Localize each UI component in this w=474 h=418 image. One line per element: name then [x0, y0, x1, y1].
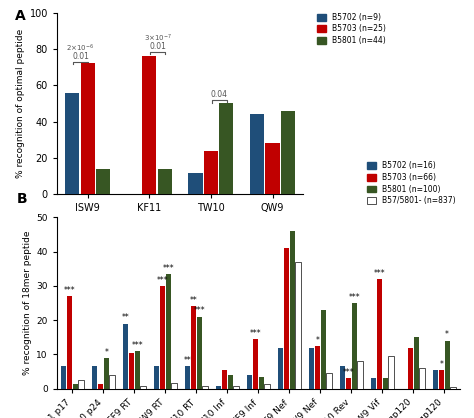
Bar [413, 337, 419, 389]
Bar [219, 103, 233, 194]
Bar [295, 262, 301, 389]
Bar [78, 380, 83, 389]
Bar [222, 370, 227, 389]
Text: ***: *** [64, 286, 75, 295]
Bar [67, 296, 72, 389]
Y-axis label: % recognition of 18mer peptide: % recognition of 18mer peptide [23, 231, 32, 375]
Bar [185, 367, 191, 389]
Bar [191, 306, 196, 389]
Text: ***: *** [374, 269, 385, 278]
Bar [61, 367, 66, 389]
Bar [450, 387, 456, 389]
Legend: B5702 (n=9), B5703 (n=25), B5801 (n=44): B5702 (n=9), B5703 (n=25), B5801 (n=44) [317, 13, 386, 45]
Text: 3×10$^{-7}$: 3×10$^{-7}$ [144, 33, 172, 44]
Bar [123, 324, 128, 389]
Bar [278, 348, 283, 389]
Bar [228, 375, 233, 389]
Bar [98, 384, 103, 389]
Bar [233, 386, 238, 389]
Bar [65, 92, 79, 194]
Text: ***: *** [131, 341, 143, 350]
Bar [129, 353, 134, 389]
Bar [135, 351, 140, 389]
Bar [371, 378, 376, 389]
Text: 0.01: 0.01 [149, 42, 166, 51]
Bar [357, 361, 363, 389]
Bar [165, 274, 171, 389]
Bar [104, 358, 109, 389]
Y-axis label: % recognition of optimal peptide: % recognition of optimal peptide [16, 29, 25, 178]
Bar [352, 303, 357, 389]
Bar [433, 370, 438, 389]
Bar [258, 377, 264, 389]
Bar [140, 386, 146, 389]
Bar [377, 279, 382, 389]
Bar [171, 382, 177, 389]
Text: ***: *** [157, 275, 168, 285]
Bar [142, 56, 156, 194]
Bar [81, 64, 95, 194]
Text: ***: *** [343, 368, 354, 377]
Text: ***: *** [163, 263, 174, 273]
Text: **: ** [190, 296, 197, 305]
Bar [253, 339, 258, 389]
Text: ***: *** [193, 306, 205, 316]
Bar [320, 310, 326, 389]
Bar [315, 346, 320, 389]
Text: ***: *** [250, 329, 261, 338]
Bar [419, 368, 425, 389]
Bar [439, 370, 444, 389]
Bar [189, 173, 202, 194]
Bar [197, 317, 202, 389]
Bar [250, 115, 264, 194]
Bar [346, 378, 351, 389]
Bar [265, 143, 280, 194]
Bar [340, 367, 346, 389]
Text: B: B [17, 191, 27, 206]
Bar [309, 348, 314, 389]
Text: 0.01: 0.01 [72, 52, 89, 61]
Bar [326, 373, 331, 389]
Text: 2×10$^{-6}$: 2×10$^{-6}$ [66, 43, 95, 54]
Text: ***: *** [348, 293, 360, 302]
Bar [247, 375, 252, 389]
Text: **: ** [184, 356, 191, 365]
Bar [202, 386, 208, 389]
Bar [216, 386, 221, 389]
Bar [383, 378, 388, 389]
Bar [96, 169, 110, 194]
Text: A: A [15, 9, 26, 23]
Bar [290, 231, 295, 389]
Text: **: ** [122, 313, 129, 322]
Text: *: * [445, 330, 449, 339]
Text: *: * [316, 336, 319, 344]
Bar [388, 356, 393, 389]
Bar [109, 375, 115, 389]
Bar [408, 348, 413, 389]
Bar [158, 169, 172, 194]
Bar [160, 286, 165, 389]
Text: *: * [439, 359, 443, 369]
Bar [73, 384, 78, 389]
Bar [445, 341, 450, 389]
Bar [264, 384, 270, 389]
Bar [284, 248, 289, 389]
Bar [154, 367, 159, 389]
Text: *: * [104, 347, 108, 357]
Text: 0.04: 0.04 [211, 90, 228, 99]
Legend: B5702 (n=16), B5703 (n=66), B5801 (n=100), B57/5801- (n=837): B5702 (n=16), B5703 (n=66), B5801 (n=100… [367, 161, 456, 205]
Bar [204, 151, 218, 194]
Bar [281, 111, 295, 194]
Bar [92, 367, 97, 389]
